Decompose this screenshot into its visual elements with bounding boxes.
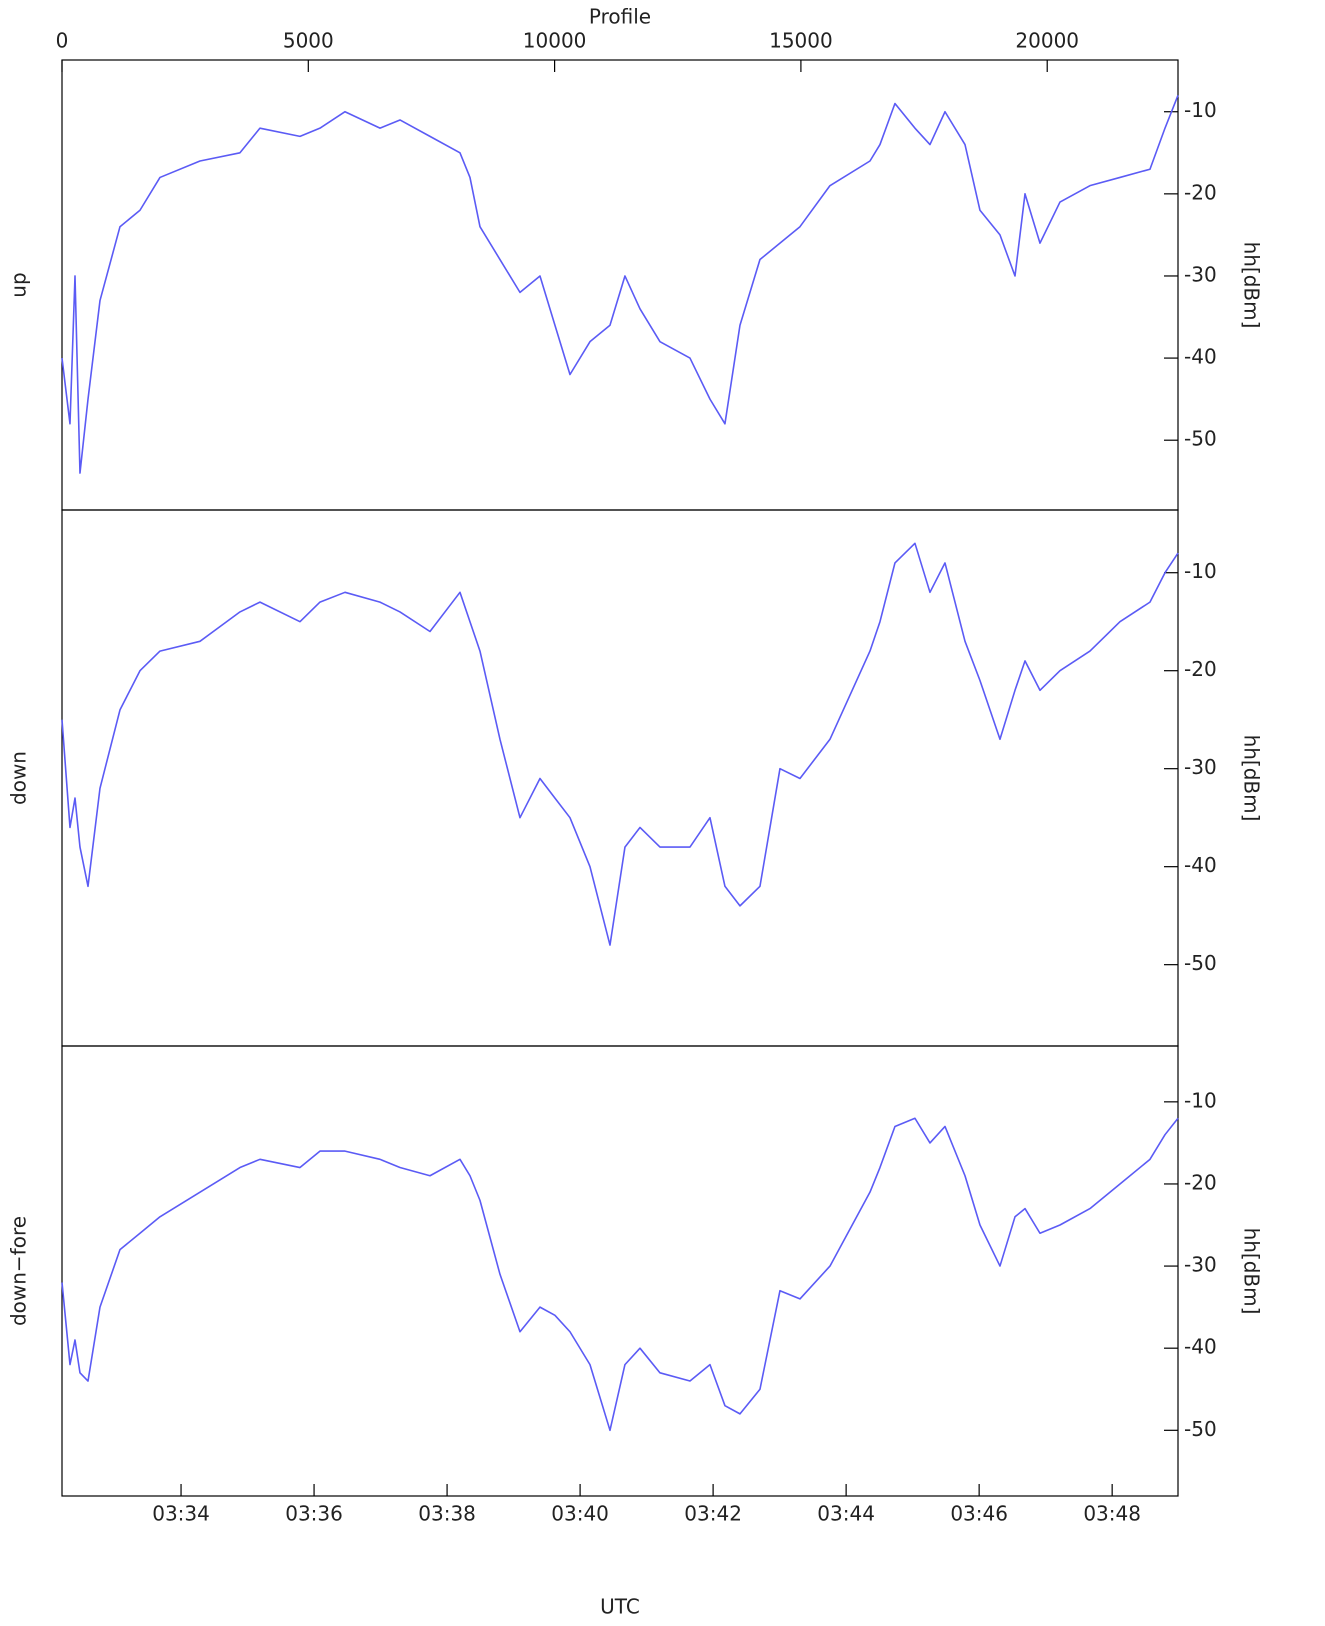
- bottom-tick-label: 03:38: [418, 1502, 476, 1526]
- top-axis-title: Profile: [589, 5, 651, 29]
- top-tick-label: 10000: [523, 29, 587, 53]
- y-tick-label: -20: [1184, 657, 1217, 681]
- y-tick-label: -10: [1184, 1088, 1217, 1112]
- top-tick-label: 0: [56, 29, 69, 53]
- bottom-tick-label: 03:44: [817, 1502, 875, 1526]
- y-tick-label: -40: [1184, 345, 1217, 369]
- top-tick-label: 15000: [769, 29, 833, 53]
- top-tick-label: 20000: [1015, 29, 1079, 53]
- y-tick-label: -50: [1184, 951, 1217, 975]
- panel-label: down: [7, 751, 31, 805]
- data-line: [61, 1117, 1179, 1432]
- y-tick-label: -20: [1184, 180, 1217, 204]
- panel-label: up: [7, 272, 31, 297]
- panel-frame: [61, 1045, 1179, 1497]
- y-axis-title: hh[dBm]: [1240, 735, 1264, 822]
- y-tick-label: -30: [1184, 1253, 1217, 1277]
- panel-frame: [61, 509, 1179, 1047]
- bottom-tick-label: 03:48: [1083, 1502, 1141, 1526]
- panel-label: down−fore: [7, 1216, 31, 1326]
- y-tick-label: -50: [1184, 1417, 1217, 1441]
- y-tick-label: -30: [1184, 262, 1217, 286]
- y-tick-label: -40: [1184, 853, 1217, 877]
- bottom-tick-label: 03:34: [152, 1502, 210, 1526]
- y-tick-label: -10: [1184, 98, 1217, 122]
- data-line: [61, 95, 1179, 474]
- y-tick-label: -20: [1184, 1170, 1217, 1194]
- y-tick-label: -30: [1184, 755, 1217, 779]
- bottom-tick-label: 03:42: [684, 1502, 742, 1526]
- y-tick-label: -40: [1184, 1335, 1217, 1359]
- bottom-axis-title: UTC: [600, 1595, 640, 1619]
- y-tick-label: -10: [1184, 559, 1217, 583]
- panel-frame: [61, 59, 1179, 511]
- bottom-tick-label: 03:46: [950, 1502, 1008, 1526]
- bottom-tick-label: 03:40: [551, 1502, 609, 1526]
- y-axis-title: hh[dBm]: [1240, 1228, 1264, 1315]
- bottom-tick-label: 03:36: [285, 1502, 343, 1526]
- y-tick-label: -50: [1184, 427, 1217, 451]
- data-line: [61, 542, 1179, 946]
- y-axis-title: hh[dBm]: [1240, 242, 1264, 329]
- top-tick-label: 5000: [283, 29, 334, 53]
